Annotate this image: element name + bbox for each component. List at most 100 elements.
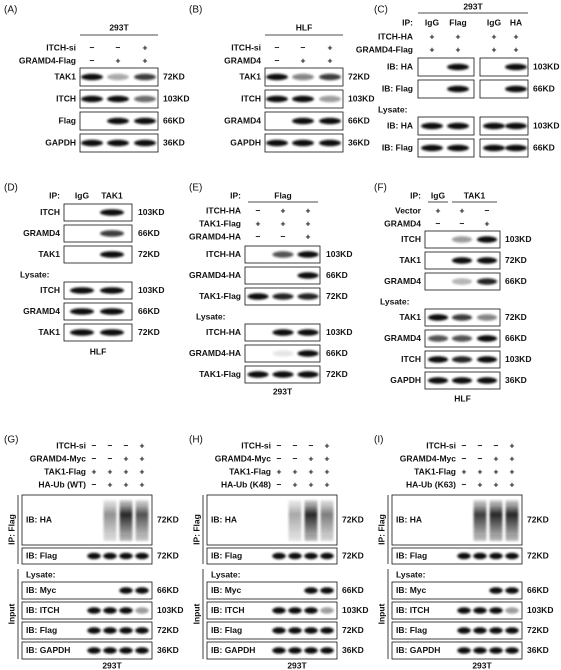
blot-frame [391,621,523,640]
band [135,552,149,560]
blot-label: GAPDH [390,375,421,385]
blot-frame [206,601,338,620]
cell-line-title: HLF [296,22,313,32]
condition-sign: + [510,453,515,463]
condition-sign: + [485,218,490,228]
blot-frame [391,547,523,565]
blot-label: TAK1 [239,71,261,81]
band [320,607,334,614]
ip-group: IgG [75,190,90,200]
blot-frame [417,116,475,136]
condition-sign: + [462,466,467,476]
band [505,85,527,93]
condition-sign: − [462,453,467,463]
band [87,607,101,614]
section-heading: Lysate: [378,104,408,114]
condition-sign: − [277,440,282,450]
blot-label: GRAMD4 [23,228,60,238]
band [81,73,103,81]
condition-sign: + [306,218,311,228]
blot-frame [21,641,153,660]
band [70,329,94,336]
cell-line-footer: 293T [102,660,122,670]
size-label: 103KD [138,285,164,295]
blot-frame [391,641,523,660]
blot-label: ITCH [40,285,60,295]
smear [473,500,487,541]
band [476,335,498,342]
size-label: 66KD [326,348,348,358]
ip-group: IgG [431,190,446,200]
band [135,607,149,614]
condition-sign: + [492,44,497,54]
condition-name: ITCH-si [231,42,261,52]
blot-label: IB: Flag [211,625,242,635]
condition-sign: + [277,466,282,476]
band [247,371,269,378]
band [87,552,101,560]
section-heading: Lysate: [20,269,50,279]
blot-label: IB: ITCH [211,605,245,615]
size-label: 103KD [348,93,374,103]
condition-name: GRAMD4 [384,218,421,228]
condition-sign: + [306,205,311,215]
size-label: 72KD [348,71,370,81]
band [447,85,469,93]
band [272,371,294,378]
blot-frame [21,581,153,600]
band [266,95,288,103]
condition-name: HA-Ub (K48) [221,479,271,489]
smear [505,500,519,541]
ip-group: Flag [449,17,466,27]
size-label: 72KD [342,625,364,635]
band [451,356,473,363]
blot-label: GRAMD4 [224,115,261,125]
ip-label: IP: [402,17,413,27]
blot-label: ITCH [401,354,421,364]
smear [135,500,149,541]
condition-sign: − [478,440,483,450]
blot-frame [21,547,153,565]
blot-frame [206,547,338,565]
condition-sign: + [301,55,306,65]
band [320,587,334,594]
condition-sign: + [140,440,145,450]
band [483,144,505,152]
band [505,627,519,634]
side-label: IP: Flag [376,514,386,545]
ip-group: TAK1 [101,190,123,200]
band [320,647,334,654]
panel-label: (E) [189,183,202,194]
condition-sign: + [293,479,298,489]
band [107,117,129,125]
condition-sign: − [256,231,261,241]
blot-label: ITCH-HA [206,249,241,259]
side-label: Input [376,603,386,624]
blot-label: IB: Flag [26,550,57,560]
blot-frame [63,203,133,222]
condition-sign: + [494,453,499,463]
condition-sign: + [140,466,145,476]
condition-name: TAK1-Flag [199,218,241,228]
blot-label: IB: ITCH [26,605,60,615]
smear [304,500,318,541]
band [304,587,318,594]
band [304,552,318,560]
condition-sign: + [478,466,483,476]
condition-sign: − [275,55,280,65]
band [505,122,527,130]
size-label: 36KD [163,137,185,147]
size-label: 66KD [157,585,179,595]
band [421,122,443,130]
condition-sign: + [309,466,314,476]
blot-label: IB: Flag [396,550,427,560]
band [319,139,341,147]
band [476,257,498,264]
band [421,144,443,152]
panel-label: (I) [374,435,383,446]
panel-label: (A) [4,5,17,16]
blot-label: ITCH [241,93,261,103]
size-label: 72KD [527,550,549,560]
blot-label: TAK1-Flag [199,291,241,301]
